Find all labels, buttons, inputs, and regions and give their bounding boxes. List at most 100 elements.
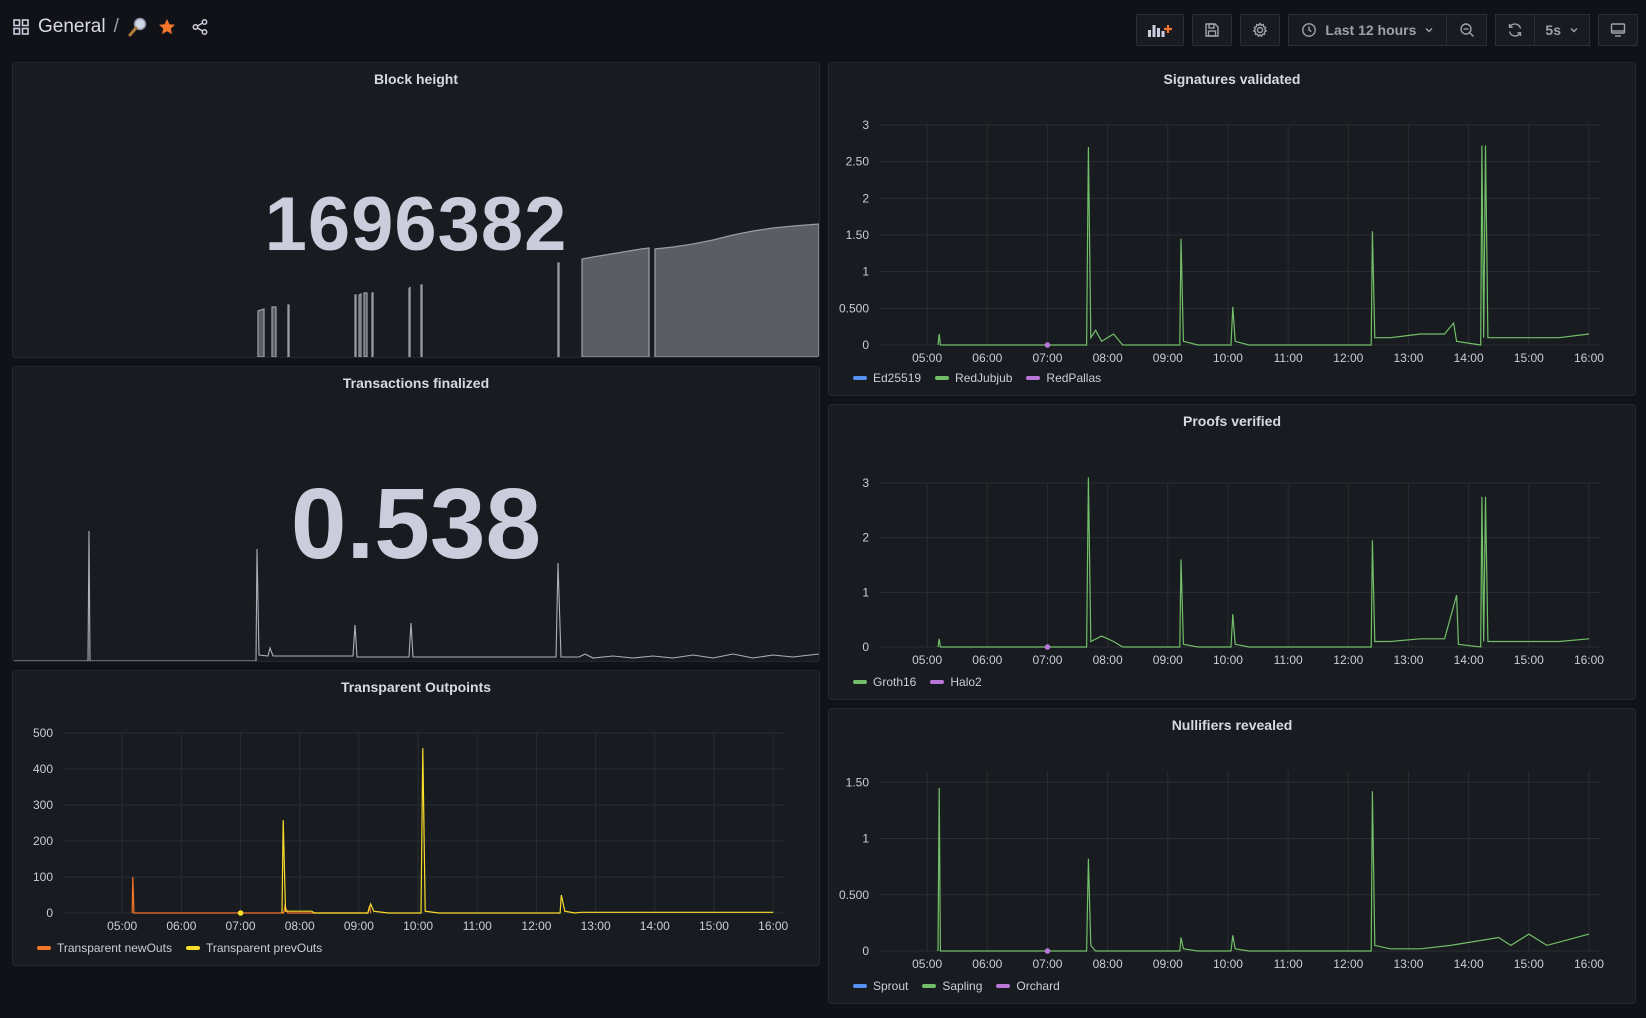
dashboard-settings-button[interactable] [1240, 14, 1281, 46]
legend-swatch [853, 984, 867, 988]
legend-item[interactable]: Sprout [853, 979, 908, 993]
proofs-chart: 0 1 2 3 05:00 06:00 07:00 08:00 09:00 10:00 11:00 1… [862, 476, 1604, 667]
y-tick-label: 0 [862, 640, 869, 654]
share-icon[interactable] [191, 18, 209, 36]
legend-item[interactable]: Orchard [996, 979, 1060, 993]
data-point [1044, 948, 1051, 954]
breadcrumb-folder[interactable]: General [38, 16, 106, 37]
legend-item[interactable]: Halo2 [930, 675, 982, 689]
x-tick-label: 11:00 [1274, 957, 1303, 971]
save-icon [1205, 23, 1220, 37]
y-tick-label: 0 [862, 338, 869, 352]
sparkline-spike [358, 292, 362, 357]
x-tick-label: 10:00 [1213, 957, 1243, 971]
chevron-down-icon [1570, 28, 1578, 33]
sparkline-spike [420, 284, 423, 357]
refresh-interval-picker[interactable]: 5s [1535, 14, 1590, 46]
x-tick-label: 15:00 [1514, 351, 1544, 365]
save-dashboard-button[interactable] [1192, 14, 1233, 46]
y-tick-label: 3 [862, 118, 869, 132]
favorite-star-icon[interactable] [157, 17, 177, 37]
time-range-group: Last 12 hours [1288, 14, 1488, 46]
legend-item[interactable]: RedJubjub [935, 371, 1012, 385]
dashboards-grid-icon[interactable] [12, 18, 30, 36]
legend-swatch [922, 984, 937, 988]
proofs-verified-panel[interactable]: Proofs verified 0 1 2 3 05:00 06:00 07:00 08:00… [828, 404, 1636, 700]
panel-title: Nullifiers revealed [1171, 717, 1293, 733]
legend-swatch [853, 376, 867, 380]
breadcrumb-separator: / [113, 16, 119, 37]
y-tick-label: 200 [33, 834, 53, 848]
legend-label: RedPallas [1046, 371, 1102, 385]
data-point [1044, 342, 1051, 348]
x-tick-label: 09:00 [1153, 653, 1183, 667]
y-tick-label: 2.50 [846, 155, 870, 169]
legend-label: Transparent newOuts [57, 941, 172, 955]
y-tick-label: 2 [862, 191, 869, 205]
x-tick-label: 09:00 [1153, 351, 1183, 365]
legend-item[interactable]: Transparent newOuts [37, 941, 172, 955]
y-tick-label: 0 [46, 906, 53, 920]
block-height-sparkline [257, 223, 819, 357]
y-tick-label: 1 [862, 265, 869, 279]
x-tick-label: 10:00 [1213, 653, 1243, 667]
toolbar-actions: Last 12 hours 5s [1136, 14, 1638, 46]
chart-legend: Ed25519 RedJubjub RedPallas [853, 371, 1101, 385]
x-tick-label: 15:00 [699, 919, 729, 933]
signatures-validated-panel[interactable]: Signatures validated 0 0.500 1 1.50 2 2.50 3 05… [828, 62, 1636, 396]
legend-label: Orchard [1016, 979, 1060, 993]
legend-item[interactable]: Groth16 [853, 675, 916, 689]
panel-title: Proofs verified [1182, 413, 1282, 429]
x-tick-label: 14:00 [1454, 957, 1484, 971]
series-line [281, 748, 774, 914]
legend-swatch [935, 376, 950, 380]
x-tick-label: 15:00 [1514, 653, 1544, 667]
legend-label: Groth16 [873, 675, 917, 689]
zoom-out-button[interactable] [1447, 14, 1488, 46]
y-tick-label: 1 [862, 585, 869, 599]
refresh-button[interactable] [1495, 14, 1536, 46]
x-tick-label: 05:00 [912, 653, 942, 667]
series-line [937, 787, 1590, 952]
legend-item[interactable]: Transparent prevOuts [185, 941, 322, 955]
legend-swatch [37, 946, 51, 950]
x-tick-label: 08:00 [1093, 653, 1123, 667]
legend-item[interactable]: Sapling [922, 979, 982, 993]
x-tick-label: 08:00 [1093, 351, 1123, 365]
block-height-panel[interactable]: Block height 1696382 [12, 62, 820, 358]
sparkline-spike [363, 292, 368, 357]
sparkline-spike [271, 306, 277, 357]
y-tick-label: 400 [33, 762, 53, 776]
x-tick-label: 08:00 [285, 919, 315, 933]
sparkline-area [581, 247, 650, 357]
x-tick-label: 06:00 [972, 957, 1002, 971]
x-tick-label: 14:00 [1454, 653, 1484, 667]
tv-mode-button[interactable] [1598, 14, 1638, 46]
y-tick-label: 2 [862, 531, 869, 545]
legend-swatch [1026, 376, 1041, 380]
dashboard-toolbar: General / Last 12 hours [0, 0, 1646, 60]
legend-item[interactable]: RedPallas [1026, 371, 1101, 385]
stat-value: 1696382 [264, 182, 568, 267]
monitor-icon [1610, 23, 1626, 37]
add-panel-button[interactable] [1136, 14, 1185, 46]
refresh-interval-label: 5s [1545, 22, 1561, 38]
time-range-picker[interactable]: Last 12 hours [1288, 14, 1448, 46]
transparent-outpoints-panel[interactable]: Transparent Outpoints 0 100 200 300 400 500 05… [12, 670, 820, 966]
x-tick-label: 16:00 [1574, 957, 1604, 971]
legend-label: Halo2 [950, 675, 982, 689]
x-tick-label: 12:00 [1333, 351, 1363, 365]
legend-item[interactable]: Ed25519 [853, 371, 921, 385]
y-tick-label: 300 [33, 798, 53, 812]
x-tick-label: 12:00 [1333, 653, 1363, 667]
x-tick-label: 12:00 [1333, 957, 1363, 971]
x-tick-label: 09:00 [344, 919, 374, 933]
transactions-finalized-panel[interactable]: Transactions finalized 0.538 [12, 366, 820, 662]
x-tick-label: 13:00 [1393, 351, 1423, 365]
x-tick-label: 09:00 [1153, 957, 1183, 971]
nullifiers-revealed-panel[interactable]: Nullifiers revealed 0 0.500 1 1.50 05:00 06:0… [828, 708, 1636, 1004]
x-tick-label: 13:00 [1393, 653, 1423, 667]
x-tick-label: 12:00 [521, 919, 551, 933]
time-range-label: Last 12 hours [1325, 22, 1417, 38]
x-tick-label: 10:00 [403, 919, 433, 933]
